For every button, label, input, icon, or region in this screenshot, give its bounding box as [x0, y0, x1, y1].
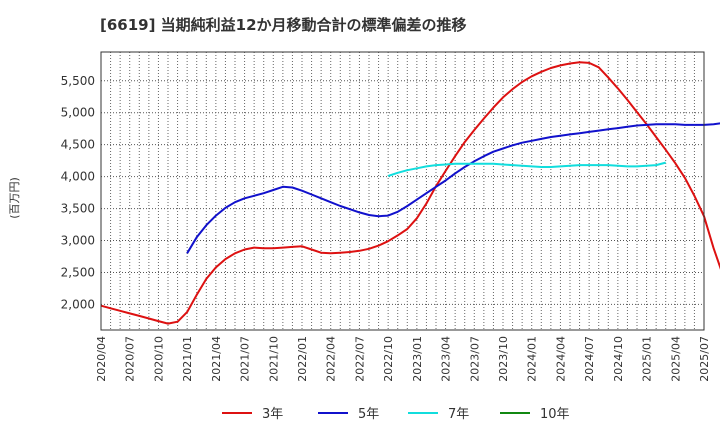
- x-tick-label: 2025/04: [669, 336, 682, 382]
- series-line-1: [100, 61, 720, 325]
- x-tick-label: 2024/10: [612, 336, 625, 382]
- y-tick-label: 5,500: [61, 74, 95, 88]
- y-tick-label: 2,500: [61, 265, 95, 279]
- x-tick-label: 2022/04: [325, 336, 338, 382]
- x-tick-label: 2021/10: [267, 336, 280, 382]
- x-tick-label: 2020/10: [152, 336, 165, 382]
- x-tick-label: 2021/07: [239, 336, 252, 382]
- series-line-2: [186, 122, 720, 254]
- x-tick-label: 2024/07: [583, 336, 596, 382]
- x-tick-label: 2023/04: [440, 336, 453, 382]
- legend-label: 5年: [358, 407, 379, 422]
- y-ticks: 2,000 2,500 3,000 3,500 4,000 4,500 5,000 5,500: [61, 74, 95, 312]
- chart-title: [6619] 当期純利益12か月移動合計の標準偏差の推移: [100, 16, 467, 34]
- series-line-3: [387, 161, 666, 177]
- x-tick-label: 2020/04: [95, 336, 108, 382]
- y-axis-label: (百万円): [8, 177, 21, 219]
- x-tick-label: 2024/04: [554, 336, 567, 382]
- x-tick-label: 2021/01: [181, 336, 194, 382]
- series-lines: [100, 61, 720, 325]
- y-tick-label: 4,500: [61, 138, 95, 152]
- y-tick-label: 4,000: [61, 170, 95, 184]
- legend-label: 10年: [540, 407, 570, 422]
- x-tick-label: 2023/07: [468, 336, 481, 382]
- x-tick-label: 2024/01: [526, 336, 539, 382]
- x-tick-label: 2025/01: [641, 336, 654, 382]
- x-tick-label: 2022/07: [353, 336, 366, 382]
- y-tick-label: 3,500: [61, 202, 95, 216]
- plot-frame: [100, 51, 705, 331]
- legend: 3年 5年 7年 10年: [222, 407, 570, 422]
- y-tick-label: 3,000: [61, 234, 95, 248]
- legend-label: 3年: [262, 407, 283, 422]
- y-tick-label: 5,000: [61, 106, 95, 120]
- legend-label: 7年: [448, 407, 469, 422]
- x-tick-label: 2022/10: [382, 336, 395, 382]
- x-tick-label: 2023/10: [497, 336, 510, 382]
- plot-area: [101, 52, 704, 330]
- x-tick-label: 2020/07: [124, 336, 137, 382]
- x-ticks: 2020/04 2020/07 2020/10 2021/01 2021/04 2021/…: [95, 336, 711, 382]
- x-tick-label: 2023/01: [411, 336, 424, 382]
- x-tick-label: 2022/01: [296, 336, 309, 382]
- y-tick-label: 2,000: [61, 297, 95, 311]
- x-tick-label: 2025/07: [698, 336, 711, 382]
- x-tick-label: 2021/04: [210, 336, 223, 382]
